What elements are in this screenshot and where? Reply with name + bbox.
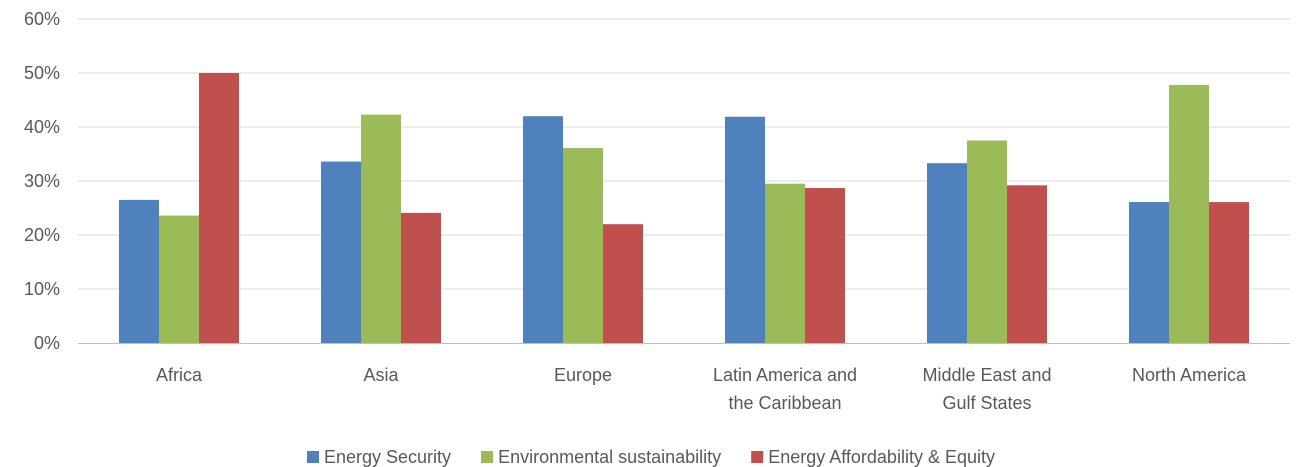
y-tick-label: 20% xyxy=(24,225,60,245)
legend-label: Energy Security xyxy=(324,447,451,467)
bar-environmental-sustainability xyxy=(563,148,603,343)
y-tick-label: 10% xyxy=(24,279,60,299)
y-tick-label: 30% xyxy=(24,171,60,191)
bar-environmental-sustainability xyxy=(361,114,401,343)
bar-energy-security xyxy=(725,116,765,344)
x-category-label: Latin America and xyxy=(713,365,857,385)
x-category-label: Middle East and xyxy=(922,365,1051,385)
x-category-label: Gulf States xyxy=(942,393,1031,413)
legend-label: Energy Affordability & Equity xyxy=(768,447,995,467)
gridlines xyxy=(78,18,1290,290)
bars xyxy=(119,73,1249,344)
bar-energy-security xyxy=(321,161,361,343)
legend-label: Environmental sustainability xyxy=(498,447,721,467)
bar-energy-security xyxy=(1129,202,1169,343)
bar-environmental-sustainability xyxy=(1169,84,1209,343)
bar-energy-affordability-equity xyxy=(603,224,643,343)
legend-swatch xyxy=(307,451,320,463)
bar-energy-affordability-equity xyxy=(1007,185,1047,343)
x-category-label: Asia xyxy=(363,365,399,385)
bar-energy-affordability-equity xyxy=(199,73,239,343)
legend-swatch xyxy=(751,451,764,463)
legend-swatch xyxy=(481,451,494,463)
y-tick-label: 60% xyxy=(24,9,60,29)
x-category-label: Europe xyxy=(554,365,612,385)
bar-energy-security xyxy=(927,163,967,343)
bar-energy-affordability-equity xyxy=(805,188,845,343)
bar-energy-security xyxy=(119,199,159,343)
y-tick-label: 40% xyxy=(24,117,60,137)
bar-energy-affordability-equity xyxy=(401,212,441,343)
bar-environmental-sustainability xyxy=(159,215,199,343)
bar-energy-affordability-equity xyxy=(1209,202,1249,343)
bar-environmental-sustainability xyxy=(967,140,1007,343)
x-category-label: North America xyxy=(1132,365,1247,385)
y-axis-tick-labels: 0% 10% 20% 30% 40% 50% 60% xyxy=(24,9,60,353)
bar-energy-security xyxy=(523,116,563,343)
x-category-label: the Caribbean xyxy=(728,393,841,413)
bar-environmental-sustainability xyxy=(765,183,805,343)
y-tick-label: 50% xyxy=(24,63,60,83)
y-tick-label: 0% xyxy=(34,333,60,353)
x-axis-category-labels: Africa Asia Europe Latin America and the Car… xyxy=(156,365,1247,413)
legend: Energy Security Environmental sustainabil… xyxy=(307,447,995,467)
x-category-label: Africa xyxy=(156,365,203,385)
